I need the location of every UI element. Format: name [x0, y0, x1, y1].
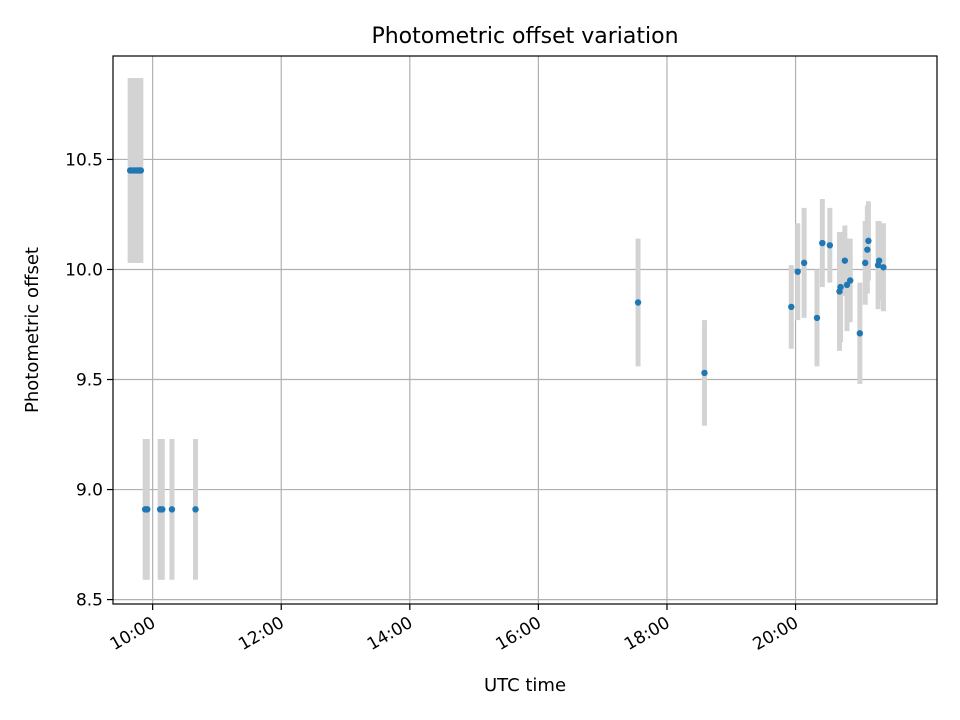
- data-point: [634, 299, 642, 306]
- data-point: [137, 167, 145, 174]
- y-tick-label: 8.5: [76, 591, 103, 611]
- data-point: [788, 303, 795, 311]
- data-point: [843, 281, 851, 289]
- data-point: [701, 369, 708, 377]
- data-point: [159, 506, 166, 513]
- x-axis-label: UTC time: [484, 675, 566, 696]
- chart-title: Photometric offset variation: [371, 24, 678, 49]
- y-tick-label: 9.5: [76, 371, 103, 391]
- data-point: [794, 268, 801, 275]
- y-axis-label: Photometric offset: [22, 247, 43, 413]
- data-point: [841, 257, 849, 264]
- data-point: [192, 506, 199, 513]
- plot-frame: [112, 55, 938, 605]
- data-point: [856, 330, 864, 337]
- data-points: [126, 167, 887, 513]
- data-point: [819, 239, 826, 247]
- data-point: [837, 283, 844, 291]
- data-point: [880, 264, 887, 271]
- data-point: [144, 506, 151, 513]
- y-tick-label: 9.0: [76, 481, 103, 501]
- data-point: [826, 242, 834, 249]
- data-point: [862, 259, 869, 267]
- data-point: [168, 506, 176, 513]
- y-tick-label: 10.0: [65, 260, 103, 280]
- y-tick-label: 10.5: [65, 150, 103, 170]
- y-axis-ticks: 8.5 9.0 9.5 10.0 10.5: [65, 150, 113, 611]
- data-point: [875, 257, 883, 264]
- data-point: [865, 237, 872, 245]
- data-point: [800, 259, 808, 267]
- data-point: [864, 246, 871, 253]
- data-point: [847, 277, 854, 284]
- data-point: [813, 314, 821, 322]
